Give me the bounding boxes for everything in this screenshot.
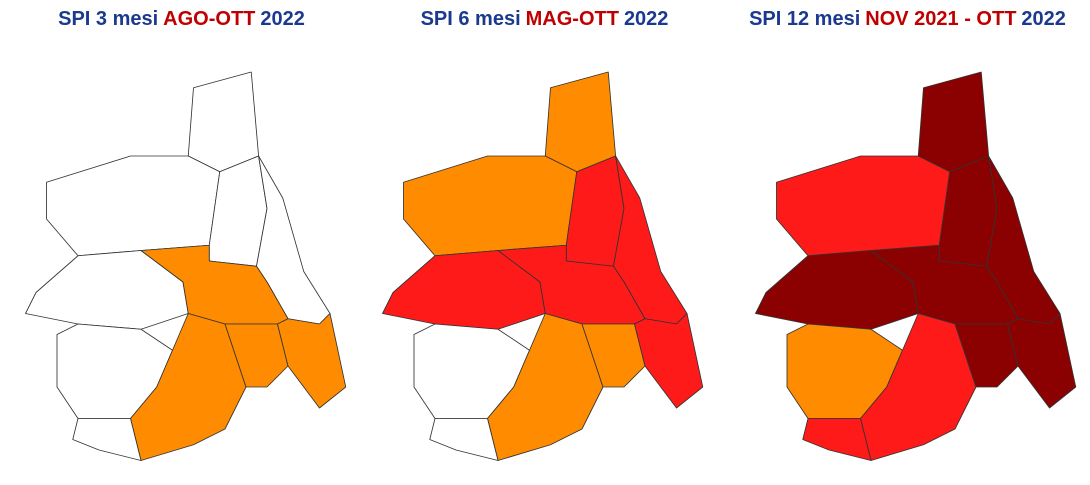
- basin: [802, 418, 872, 461]
- basin: [224, 323, 289, 388]
- basin: [581, 323, 646, 388]
- region-map: [25, 71, 347, 461]
- panel-title: SPI 3 mesi AGO-OTT 2022: [0, 8, 363, 31]
- basin: [187, 71, 260, 173]
- title-prefix: SPI 12 mesi: [749, 8, 861, 30]
- basin: [954, 323, 1019, 388]
- title-period: MAG-OTT: [525, 8, 619, 30]
- basin: [46, 155, 221, 257]
- title-period: NOV 2021 - OTT: [865, 8, 1017, 30]
- basin: [634, 313, 704, 409]
- region-map: [755, 71, 1077, 461]
- title-period: AGO-OTT: [163, 8, 256, 30]
- title-year: 2022: [260, 8, 305, 30]
- panel-title: SPI 6 mesi MAG-OTT 2022: [363, 8, 726, 31]
- basin: [860, 313, 977, 461]
- basin: [1007, 313, 1077, 409]
- title-year: 2022: [1021, 8, 1066, 30]
- basin: [487, 313, 604, 461]
- basin: [776, 155, 951, 257]
- basin: [130, 313, 247, 461]
- basin: [429, 418, 499, 461]
- basin: [544, 71, 617, 173]
- region-map: [382, 71, 704, 461]
- title-prefix: SPI 3 mesi: [58, 8, 159, 30]
- title-prefix: SPI 6 mesi: [420, 8, 521, 30]
- panel-title: SPI 12 mesi NOV 2021 - OTT 2022: [726, 8, 1089, 31]
- basin: [403, 155, 578, 257]
- basin: [277, 313, 347, 409]
- basin: [72, 418, 142, 461]
- basin: [917, 71, 990, 173]
- title-year: 2022: [623, 8, 669, 30]
